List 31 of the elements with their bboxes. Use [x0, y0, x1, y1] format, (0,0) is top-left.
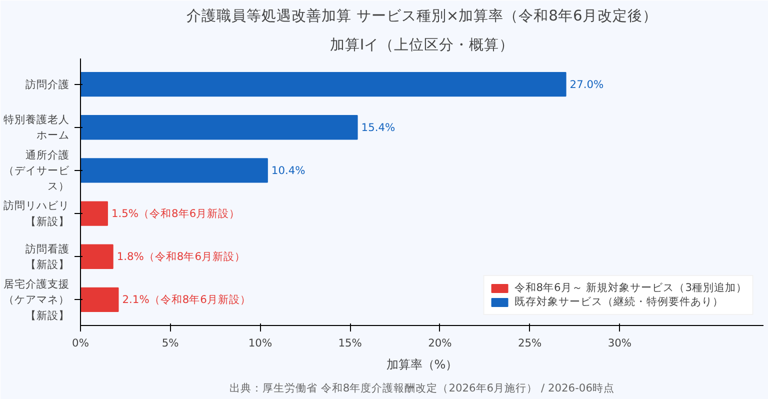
data-label: 15.4% [361, 120, 396, 134]
x-tick-label: 20% [428, 336, 452, 350]
bar [80, 287, 119, 312]
x-axis-title: 加算率（%） [386, 358, 458, 372]
data-label: 1.5%（令和8年6月新設） [111, 207, 240, 220]
x-tick-label: 5% [162, 336, 179, 350]
x-tick-label: 30% [608, 336, 632, 350]
x-tick-label: 25% [518, 336, 542, 350]
source-note: 出典：厚生労働省 令和8年度介護報酬改定（2026年6月施行） / 2026-06時点 [230, 382, 614, 394]
data-label: 1.8%（令和8年6月新設） [116, 250, 246, 264]
bar [80, 115, 358, 140]
x-tick-label: 15% [338, 336, 362, 350]
bar [80, 158, 268, 183]
y-tick-label: 通所介護（デイサービス） [4, 148, 70, 193]
data-label: 10.4% [271, 164, 306, 177]
bar [80, 244, 114, 269]
x-tick-label: 10% [248, 336, 272, 350]
bar [80, 72, 566, 97]
legend-label: 既存対象サービス（継続・特例要件あり） [514, 295, 724, 309]
data-label: 27.0% [570, 78, 604, 91]
data-label: 2.1%（令和8年6月新設） [122, 293, 251, 306]
y-tick-label: 居宅介護支援（ケアマネ）【新設】 [4, 278, 70, 322]
x-tick-label: 0% [72, 336, 89, 350]
bar [80, 201, 108, 226]
y-tick-label: 特別養護老人ホーム [4, 113, 70, 142]
y-tick-label: 訪問看護【新設】 [26, 242, 70, 271]
chart-title: 介護職員等処遇改善加算 サービス種別×加算率（令和8年6月改定後） [186, 8, 658, 24]
legend-label: 令和8年6月～ 新規対象サービス（3種別追加） [514, 281, 747, 295]
y-tick-label: 訪問リハビリ【新設】 [4, 199, 70, 228]
y-tick-label: 訪問介護 [26, 78, 70, 91]
chart-subtitle: 加算Ⅰイ（上位区分・概算） [330, 36, 514, 54]
